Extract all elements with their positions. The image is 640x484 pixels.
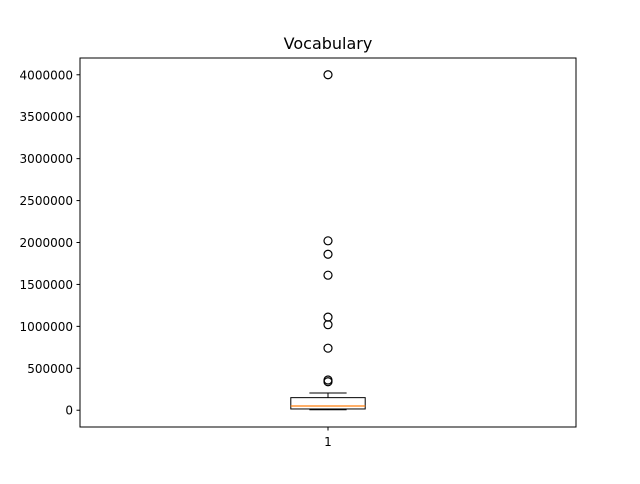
outlier-point — [323, 70, 333, 80]
y-tick-label: 0 — [65, 404, 73, 418]
outlier-point — [323, 236, 333, 246]
x-axis: 1 — [324, 427, 332, 449]
outlier-point — [323, 312, 333, 322]
y-tick-label: 3500000 — [20, 110, 73, 124]
y-tick-label: 500000 — [27, 362, 73, 376]
y-tick-label: 2000000 — [20, 236, 73, 250]
plot-frame — [79, 57, 577, 428]
y-tick-label: 1000000 — [20, 320, 73, 334]
plot-area — [290, 70, 366, 411]
chart-title: Vocabulary — [284, 34, 373, 53]
y-tick-label: 3000000 — [20, 152, 73, 166]
outlier-point — [323, 249, 333, 259]
y-tick-label: 4000000 — [20, 68, 73, 82]
iqr-box — [290, 397, 366, 410]
outlier-point — [323, 343, 333, 353]
outlier-point — [323, 375, 333, 385]
y-tick-label: 1500000 — [20, 278, 73, 292]
outlier-point — [323, 270, 333, 280]
y-axis: 0 500000 1000000 1500000 2000000 2500000 30000… — [20, 68, 80, 418]
y-tick-label: 2500000 — [20, 194, 73, 208]
x-tick-label: 1 — [324, 435, 332, 449]
